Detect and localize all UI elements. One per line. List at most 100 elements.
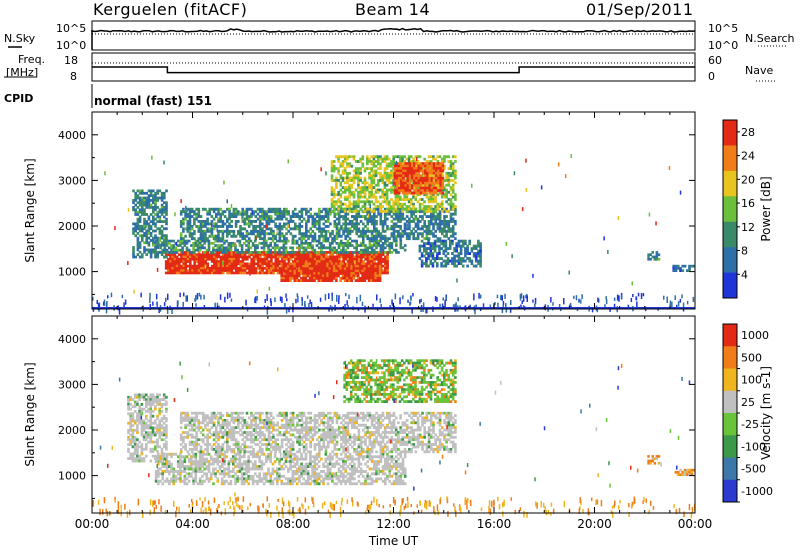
power-cell bbox=[372, 160, 376, 163]
power-cell bbox=[161, 248, 164, 252]
power-cell bbox=[265, 212, 269, 216]
power-cell bbox=[415, 167, 418, 170]
power-cell bbox=[330, 193, 334, 197]
power-cell bbox=[165, 203, 168, 207]
power-cell bbox=[136, 194, 140, 197]
velocity-cell bbox=[133, 421, 137, 425]
power-cell bbox=[308, 276, 312, 280]
power-near-range-cell bbox=[328, 293, 330, 300]
power-cell bbox=[434, 205, 437, 208]
power-cell bbox=[179, 232, 183, 236]
power-cell bbox=[215, 262, 218, 266]
power-cell bbox=[168, 251, 171, 254]
power-cell bbox=[163, 255, 166, 259]
velocity-cell bbox=[147, 398, 150, 401]
power-cell bbox=[223, 210, 227, 214]
power-cell bbox=[165, 213, 168, 216]
power-cell bbox=[241, 262, 245, 266]
velocity-cell bbox=[138, 414, 141, 418]
power-cell bbox=[397, 179, 401, 183]
power-cell bbox=[273, 242, 277, 245]
power-cell bbox=[470, 247, 474, 250]
power-cell bbox=[339, 181, 343, 185]
power-cell bbox=[308, 269, 312, 273]
power-cell bbox=[335, 255, 339, 259]
power-cell bbox=[141, 206, 144, 209]
velocity-cell bbox=[140, 395, 144, 399]
power-cell bbox=[396, 193, 400, 197]
power-cell bbox=[444, 262, 448, 265]
power-cell bbox=[219, 237, 222, 241]
power-cell bbox=[327, 257, 330, 261]
power-cell bbox=[296, 253, 299, 257]
power-cell bbox=[313, 264, 316, 268]
power-cell bbox=[399, 212, 402, 216]
power-cell bbox=[143, 248, 146, 252]
power-cell bbox=[134, 234, 137, 238]
velocity-cell bbox=[154, 421, 157, 425]
power-cell bbox=[392, 205, 395, 208]
power-cell bbox=[419, 179, 423, 183]
power-cell bbox=[464, 249, 467, 253]
velocity-cell bbox=[145, 405, 148, 409]
power-cell bbox=[132, 201, 135, 205]
power-near-range-cell bbox=[500, 294, 502, 301]
power-cell bbox=[201, 232, 205, 236]
power-cell bbox=[311, 272, 314, 275]
velocity-cell bbox=[149, 407, 153, 411]
power-cell bbox=[282, 269, 286, 273]
power-cell bbox=[289, 251, 292, 254]
power-cell bbox=[440, 171, 444, 175]
power-cell bbox=[362, 242, 365, 245]
power-cell bbox=[425, 249, 428, 253]
power-cell bbox=[457, 244, 461, 248]
power-cell bbox=[239, 262, 242, 266]
velocity-cell bbox=[147, 436, 150, 439]
power-cell bbox=[432, 200, 435, 204]
power-cell bbox=[265, 257, 269, 261]
power-sparse-cell bbox=[557, 162, 560, 167]
power-cell bbox=[330, 186, 334, 189]
power-cell bbox=[145, 229, 148, 233]
power-cell bbox=[247, 244, 250, 247]
power-cell bbox=[182, 210, 185, 214]
power-cell bbox=[186, 225, 190, 228]
power-cell bbox=[381, 246, 385, 250]
power-cell bbox=[379, 222, 383, 226]
power-cell bbox=[424, 186, 427, 190]
power-cell bbox=[246, 262, 249, 266]
power-near-range-cell bbox=[632, 294, 634, 298]
velocity-cell bbox=[133, 440, 137, 444]
velocity-cell bbox=[133, 459, 137, 463]
velocity-cell bbox=[140, 419, 144, 423]
power-cell bbox=[451, 212, 455, 216]
power-cell bbox=[440, 242, 443, 246]
power-cell bbox=[156, 220, 159, 223]
power-cell bbox=[320, 227, 323, 231]
power-cell bbox=[352, 272, 356, 275]
power-cell bbox=[221, 255, 225, 259]
power-cell bbox=[272, 229, 275, 233]
power-cell bbox=[134, 194, 137, 197]
power-cell bbox=[332, 195, 336, 199]
power-cell bbox=[461, 264, 465, 268]
power-cell bbox=[337, 272, 340, 275]
power-cell bbox=[428, 184, 432, 188]
power-cell bbox=[357, 181, 360, 185]
power-cell bbox=[411, 176, 414, 180]
power-cell bbox=[354, 269, 358, 273]
power-sparse-cell bbox=[525, 158, 527, 163]
power-cell bbox=[375, 267, 378, 270]
power-cell bbox=[429, 242, 433, 246]
power-cell bbox=[350, 267, 353, 271]
power-cell bbox=[432, 198, 435, 201]
power-cell bbox=[189, 255, 192, 259]
power-cell bbox=[366, 162, 369, 166]
power-cell bbox=[204, 207, 207, 211]
power-cell bbox=[350, 272, 353, 275]
power-cell bbox=[415, 186, 418, 190]
power-cell bbox=[440, 157, 444, 161]
power-cell bbox=[342, 244, 345, 247]
power-cell bbox=[419, 169, 423, 173]
power-cell bbox=[300, 220, 304, 223]
